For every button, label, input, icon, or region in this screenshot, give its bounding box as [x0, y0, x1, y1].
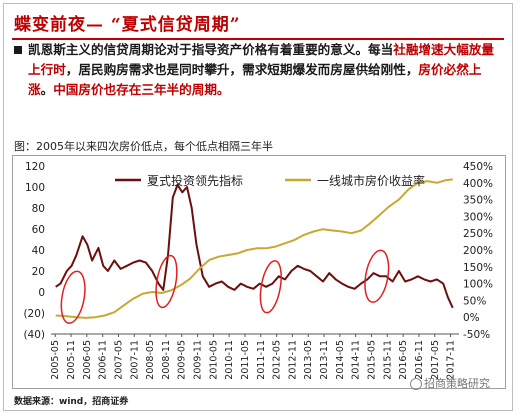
x-tick-label: 2009-05	[177, 340, 188, 380]
body-segment: 凯恩斯主义的信贷周期论对于指导资产价格有着重要的意义。每当	[28, 42, 394, 57]
x-tick-label: 2007-11	[129, 340, 140, 380]
body-segment: 。	[40, 82, 54, 97]
x-tick-label: 2005-05	[50, 340, 61, 380]
line-chart: (40) (20) 0 20 40 60 80 100 120 -50% 0% 50% 100% 150%…	[23, 161, 493, 380]
slide-title: 蝶变前夜— “夏式信贷周期”	[14, 15, 241, 35]
x-tick-label: 2011-11	[256, 340, 267, 380]
y-right-tick-label: 450%	[463, 161, 493, 173]
y-left-tick-label: 60	[32, 224, 45, 236]
x-tick-label: 2015-11	[382, 340, 393, 380]
x-tick-label: 2017-05	[430, 340, 441, 380]
y-left-tick-label: 80	[32, 203, 45, 215]
y-right-tick-label: -50%	[463, 329, 490, 341]
y-right-tick-label: 350%	[463, 195, 493, 207]
x-tick-label: 2010-05	[208, 340, 219, 380]
body-segment: 房价必然上涨	[28, 62, 482, 97]
series-line-1	[55, 183, 454, 309]
x-tick-label: 2013-05	[303, 340, 314, 380]
y-right-tick-label: 100%	[463, 279, 493, 291]
x-tick-label: 2016-05	[398, 340, 409, 380]
legend-label-1: 夏式投资领先指标	[147, 173, 243, 188]
x-tick-label: 2014-05	[335, 340, 346, 380]
chart-caption: 图：2005年以来四次房价低点，每个低点相隔三年半	[14, 140, 273, 153]
y-left-tick-label: 100	[25, 182, 45, 194]
legend-label-2: 一线城市房价收益率	[317, 173, 425, 188]
x-tick-label: 2010-11	[224, 340, 235, 380]
x-tick-label: 2008-11	[161, 340, 172, 380]
x-tick-label: 2015-05	[366, 340, 377, 380]
x-tick-label: 2012-11	[287, 340, 298, 380]
y-right-tick-label: 250%	[463, 228, 493, 240]
x-tick-label: 2008-05	[145, 340, 156, 380]
data-source: 数据来源：wind，招商证券	[14, 397, 129, 407]
y-left-tick-label: (20)	[23, 308, 45, 320]
y-left-tick-label: 120	[25, 161, 45, 173]
y-left-tick-label: 0	[38, 287, 45, 299]
x-tick-label: 2009-11	[193, 340, 204, 380]
body-segment: 中国房价也存在三年半的周期。	[53, 82, 230, 97]
x-tick-label: 2005-11	[66, 340, 77, 380]
x-tick-label: 2011-05	[240, 340, 251, 380]
x-tick-label: 2012-05	[272, 340, 283, 380]
y-right-tick-label: 400%	[463, 178, 493, 190]
y-left-tick-label: 20	[32, 266, 45, 278]
watermark-text: 招商策略研究	[424, 377, 490, 390]
body-segment: ，居民购房需求也是同时攀升，需求短期爆发而房屋供给刚性，	[65, 62, 419, 77]
y-right-tick-label: 50%	[463, 295, 486, 307]
body-paragraph: 凯恩斯主义的信贷周期论对于指导资产价格有着重要的意义。每当社融增速大幅放量上行时…	[28, 40, 506, 100]
x-tick-label: 2017-11	[446, 340, 457, 380]
body-segment: 社融增速大幅放量上行时	[28, 42, 494, 77]
highlight-ellipse	[259, 260, 282, 314]
wechat-logo-icon	[410, 378, 422, 390]
y-right-tick-label: 0%	[463, 312, 480, 324]
x-tick-label: 2006-05	[82, 340, 93, 380]
highlight-ellipse	[60, 270, 86, 324]
highlight-ellipse	[155, 254, 178, 309]
series-line-2	[55, 178, 453, 319]
square-bullet-icon	[14, 46, 22, 54]
y-right-tick-label: 150%	[463, 262, 493, 274]
y-left-tick-label: 40	[32, 245, 45, 257]
slide: 蝶变前夜— “夏式信贷周期” 凯恩斯主义的信贷周期论对于指导资产价格有着重要的意…	[3, 3, 513, 411]
x-tick-label: 2007-05	[113, 340, 124, 380]
x-tick-label: 2014-11	[351, 340, 362, 380]
y-right-tick-label: 200%	[463, 245, 493, 257]
highlight-ellipse	[364, 249, 390, 303]
chart-frame: (40) (20) 0 20 40 60 80 100 120 -50% 0% 50% 100% 150%…	[12, 155, 506, 389]
x-tick-label: 2016-11	[414, 340, 425, 380]
watermark: 招商策略研究	[410, 375, 490, 391]
title-divider	[12, 38, 504, 40]
y-left-tick-label: (40)	[23, 329, 45, 341]
y-right-tick-label: 300%	[463, 211, 493, 223]
x-tick-label: 2006-11	[98, 340, 109, 380]
x-tick-label: 2013-11	[319, 340, 330, 380]
